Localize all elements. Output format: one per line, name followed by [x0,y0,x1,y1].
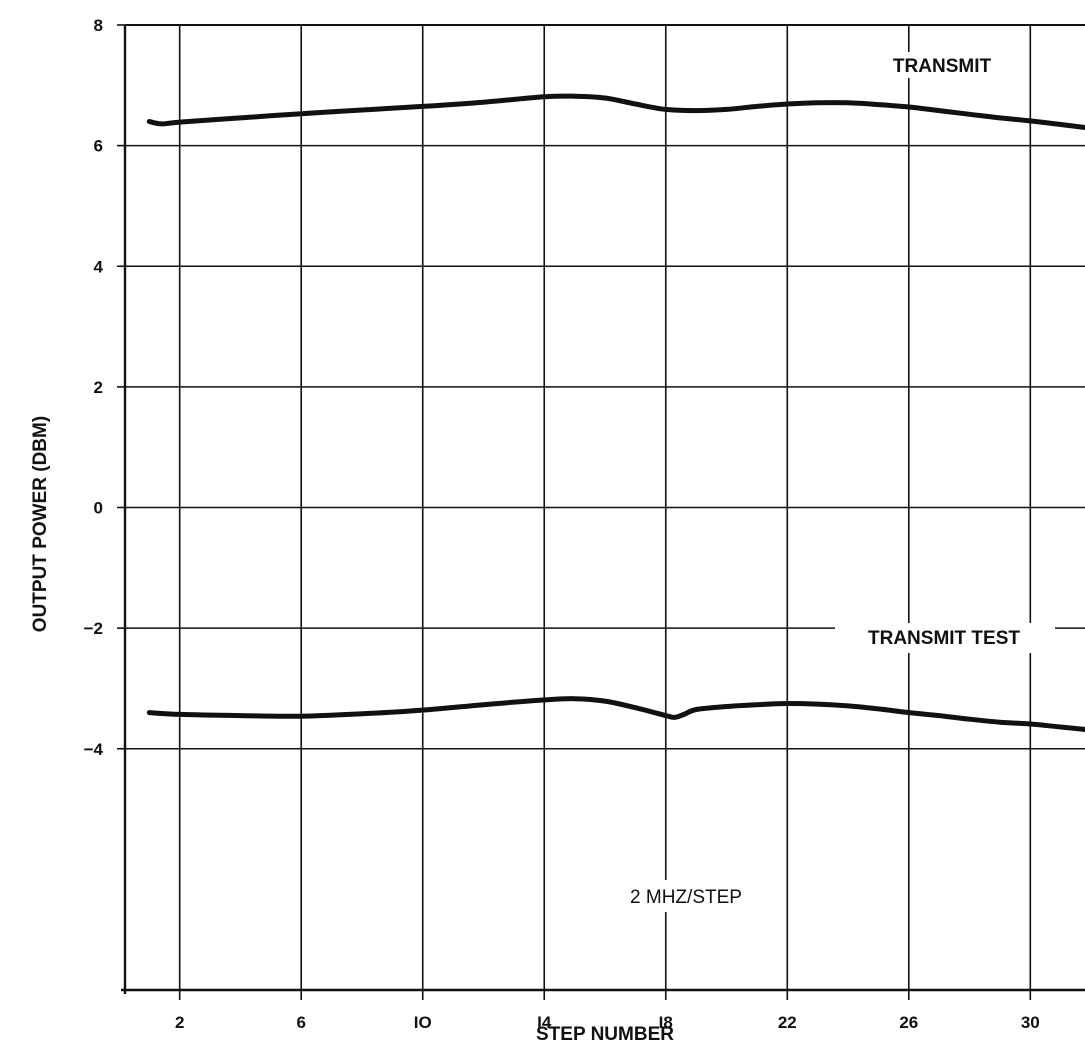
x-tick-label: 22 [778,1013,797,1032]
x-tick-label: I8 [659,1013,673,1032]
grid [117,24,1085,1000]
x-tick-label: 26 [899,1013,918,1032]
annotation-transmit: TRANSMIT [893,56,992,77]
y-tick-label: 4 [94,257,104,276]
annotation-transmit-test-bg [835,623,1055,653]
x-tick-label: 2 [175,1013,184,1032]
y-tick-label: 8 [94,16,103,35]
x-axis-title: STEP NUMBER [536,1024,674,1045]
series-lines [146,93,1085,732]
annotation-step-size: 2 MHZ/STEP [630,887,742,908]
y-tick-label: 6 [94,137,103,156]
x-tick-label: IO [414,1013,432,1032]
series-line-transmit [146,93,1085,130]
y-tick-label: −4 [84,740,104,759]
annotation-transmit-bg [880,52,1005,78]
annotation-transmit-test: TRANSMIT TEST [868,628,1020,649]
annotation-step-bg [600,880,772,912]
x-tick-label: 30 [1021,1013,1040,1032]
x-tick-label: 6 [296,1013,305,1032]
y-tick-label: 0 [94,499,103,518]
series-line-transmit-test [146,696,1085,732]
y-axis-title: OUTPUT POWER (DBM) [30,416,51,632]
y-tick-label: 2 [94,378,103,397]
y-tick-label: −2 [84,619,103,638]
x-tick-label: I4 [537,1013,552,1032]
